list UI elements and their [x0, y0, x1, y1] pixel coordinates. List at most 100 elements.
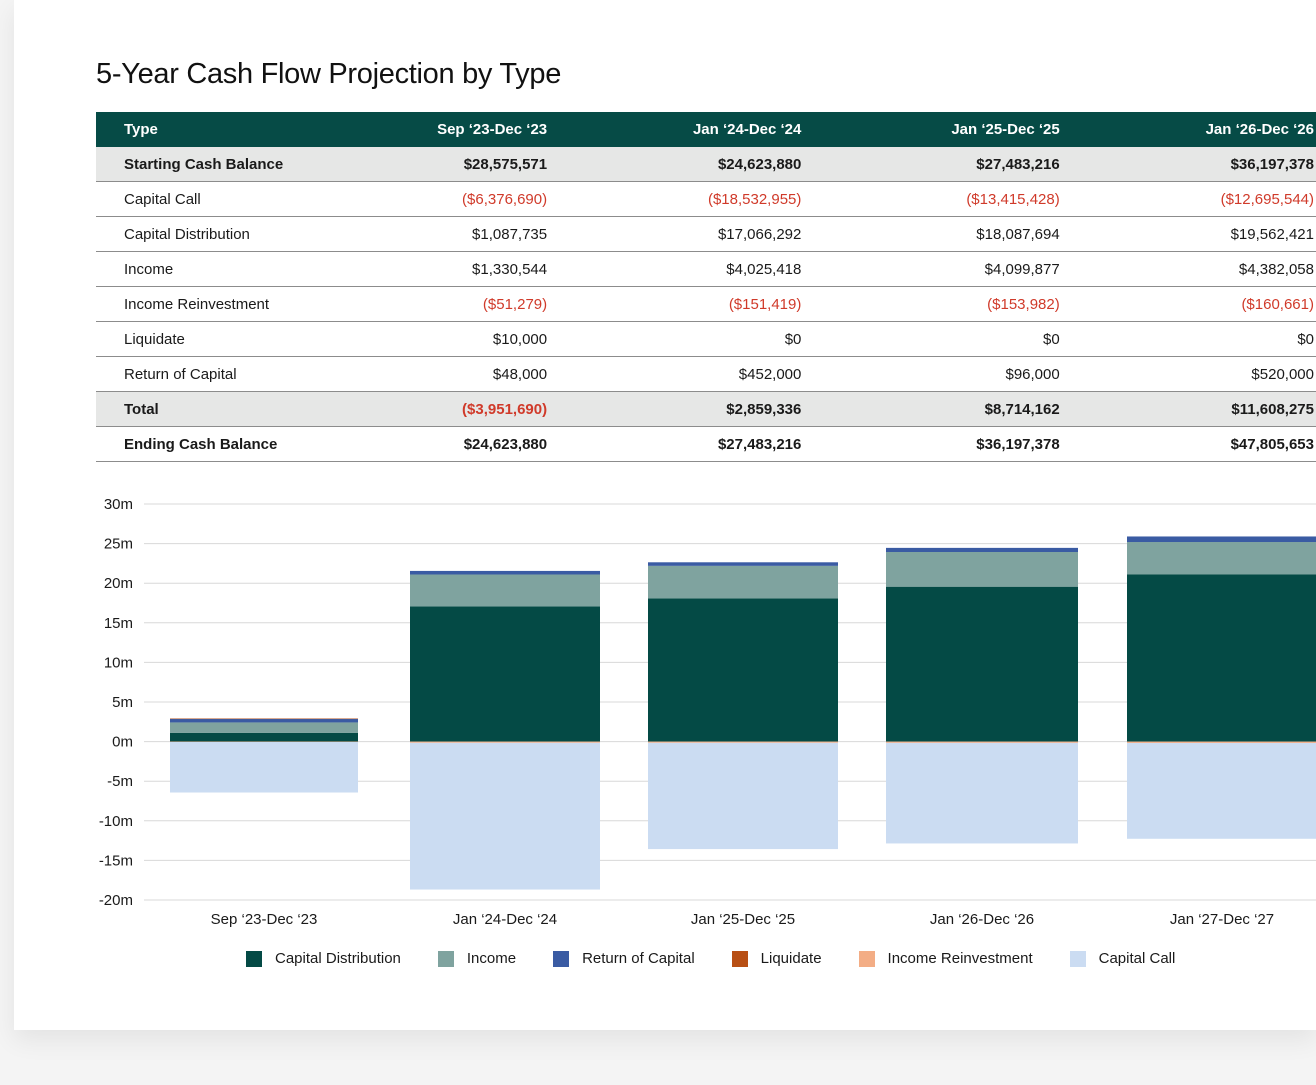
table-cell: $47,805,653 [1061, 426, 1316, 462]
bar-segment-capital-distribution [170, 732, 358, 742]
x-tick-label: Jan ‘27-Dec ‘27 [1170, 911, 1274, 928]
bar-segment-return-of-capital [170, 718, 358, 723]
table-row: Capital Distribution $1,087,735 $17,066,29… [96, 216, 1316, 252]
legend-item: Return of Capital [553, 950, 695, 967]
stacked-bar-chart: 30m 25m 20m 15m 10m 5m 0m -5m -10m -15m -20m Sep ‘2… [99, 496, 1316, 928]
y-tick-label: -15m [99, 852, 133, 869]
legend-item: Capital Call [1069, 950, 1175, 967]
legend-label: Capital Distribution [275, 950, 401, 967]
bar-segment-capital-call [648, 742, 838, 850]
y-tick-label: 20m [104, 575, 133, 592]
bar-segment-capital-distribution [1127, 574, 1316, 742]
table-cell: $1,087,735 [352, 216, 550, 252]
bar-segment-capital-distribution [648, 598, 838, 742]
table-cell: ($151,419) [549, 286, 804, 322]
row-label: Return of Capital [96, 356, 353, 392]
chart-legend: Capital Distribution Income Return of Capi… [246, 950, 1212, 967]
table-cell: ($6,376,690) [352, 181, 550, 217]
bar-segment-income-reinvestment [410, 741, 600, 743]
table-cell: ($12,695,544) [1061, 181, 1316, 217]
table-cell: $4,099,877 [803, 251, 1062, 287]
cash-flow-table: Type Sep ‘23-Dec ‘23 Jan ‘24-Dec ‘24 Jan… [96, 112, 1316, 462]
legend-label: Income [466, 950, 517, 967]
table-cell: $1,330,544 [352, 251, 550, 287]
table-cell: $48,000 [352, 356, 550, 392]
table-cell: ($153,982) [803, 286, 1062, 322]
legend-swatch [246, 950, 262, 967]
table-row: Income $1,330,544 $4,025,418 $4,099,877 $4,3… [96, 251, 1316, 287]
bar-segment-capital-call [410, 742, 600, 890]
bar-segment-liquidate [170, 718, 358, 720]
table-cell: $36,197,378 [803, 426, 1062, 462]
table-cell: $0 [803, 321, 1062, 357]
bar-segment-income [648, 565, 838, 599]
table-cell: $520,000 [1061, 356, 1316, 392]
legend-label: Income Reinvestment [887, 950, 1033, 967]
table-cell: $4,382,058 [1061, 251, 1316, 287]
legend-label: Liquidate [760, 950, 822, 967]
y-tick-label: 25m [104, 536, 133, 553]
table-row: Income Reinvestment ($51,279) ($151,419) ($… [96, 286, 1316, 322]
bar-segment-capital-distribution [886, 586, 1078, 742]
bar-segment-return-of-capital [1127, 536, 1316, 543]
bar-segment-income-reinvestment [648, 741, 838, 743]
row-label: Income Reinvestment [96, 286, 353, 322]
table-cell: $452,000 [549, 356, 804, 392]
table-cell: ($51,279) [352, 286, 550, 322]
table-row: Return of Capital $48,000 $452,000 $96,000 $… [96, 356, 1316, 392]
bar-segment-capital-call [1127, 742, 1316, 839]
table-cell: $10,000 [352, 321, 550, 357]
bar-segment-capital-call [170, 741, 358, 793]
table-cell: $19,562,421 [1061, 216, 1316, 252]
table-cell: $11,608,275 [1061, 391, 1316, 427]
x-tick-label: Jan ‘25-Dec ‘25 [691, 911, 795, 928]
table-cell: $8,714,162 [803, 391, 1062, 427]
y-tick-label: -10m [99, 813, 133, 830]
table-cell: $28,575,571 [352, 147, 550, 182]
row-label: Total [96, 391, 353, 427]
table-cell: $17,066,292 [549, 216, 804, 252]
bar-segment-income-reinvestment [170, 741, 358, 743]
table-cell: ($13,415,428) [803, 181, 1062, 217]
bar-segment-return-of-capital [886, 547, 1078, 552]
legend-label: Return of Capital [582, 950, 695, 967]
page-title: 5-Year Cash Flow Projection by Type [96, 58, 562, 90]
y-tick-label: 30m [104, 496, 133, 513]
y-tick-label: -20m [99, 892, 133, 909]
column-header: Sep ‘23-Dec ‘23 [352, 112, 550, 147]
y-tick-label: 0m [112, 734, 133, 751]
bar-segment-income [170, 722, 358, 733]
row-label: Income [96, 251, 353, 287]
table-row: Ending Cash Balance $24,623,880 $27,483,21… [96, 426, 1316, 462]
legend-swatch [437, 950, 454, 967]
bar-segment-capital-call [886, 742, 1078, 844]
column-header: Jan ‘24-Dec ‘24 [549, 112, 804, 147]
table-cell: $2,859,336 [549, 391, 804, 427]
table-cell: $0 [1061, 321, 1316, 357]
row-label: Ending Cash Balance [96, 426, 353, 462]
column-header: Jan ‘26-Dec ‘26 [1061, 112, 1316, 147]
table-cell: $4,025,418 [549, 251, 804, 287]
bar-segment-income [1127, 542, 1316, 575]
bar-segment-income [886, 551, 1078, 587]
legend-item: Capital Distribution [246, 950, 401, 967]
table-row: Total ($3,951,690) $2,859,336 $8,714,162 $11… [96, 391, 1316, 427]
table-cell: $36,197,378 [1061, 147, 1316, 182]
bar-segment-income-reinvestment [886, 741, 1078, 743]
table-row: Capital Call ($6,376,690) ($18,532,955) ($1… [96, 181, 1316, 217]
table-cell: $18,087,694 [803, 216, 1062, 252]
table-cell: $24,623,880 [352, 426, 550, 462]
legend-item: Liquidate [731, 950, 822, 967]
table-row: Liquidate $10,000 $0 $0 $0 [96, 321, 1316, 357]
bar-segment-income-reinvestment [1127, 741, 1316, 743]
table-cell: $24,623,880 [549, 147, 804, 182]
table-cell: ($18,532,955) [549, 181, 804, 217]
row-label: Liquidate [96, 321, 353, 357]
y-tick-label: 5m [112, 694, 133, 711]
table-cell: $96,000 [803, 356, 1062, 392]
bar-segment-return-of-capital [410, 570, 600, 575]
row-label: Starting Cash Balance [96, 147, 353, 182]
column-header: Jan ‘25-Dec ‘25 [803, 112, 1062, 147]
x-tick-label: Jan ‘24-Dec ‘24 [453, 911, 557, 928]
y-tick-label: 10m [104, 654, 133, 671]
